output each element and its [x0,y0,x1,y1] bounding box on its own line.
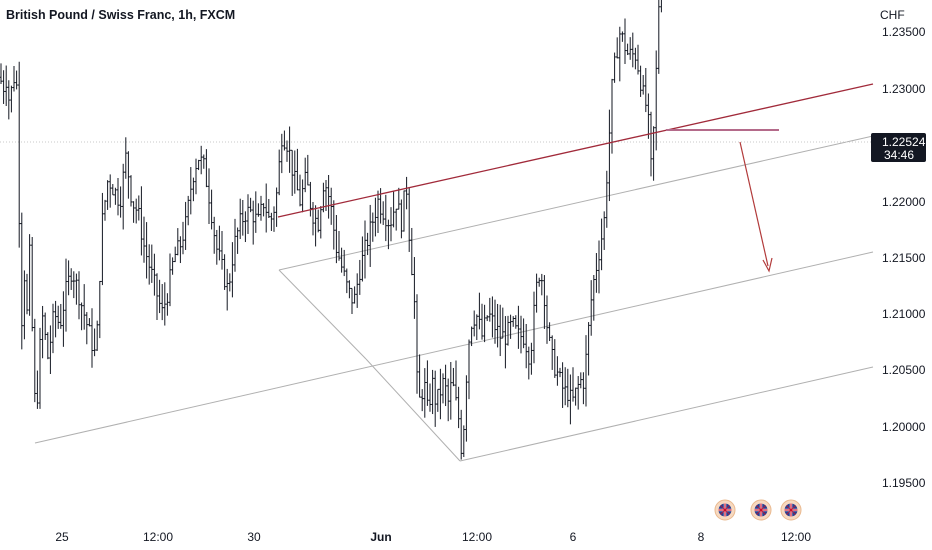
gb-flag-icon[interactable] [780,499,802,521]
time-axis[interactable]: 25 12:00 30 Jun 12:00 6 8 12:00 [55,530,811,544]
channel-line[interactable] [34,251,874,444]
y-tick-label: 1.21500 [882,251,926,265]
x-tick-label: 30 [247,530,261,544]
economic-events[interactable] [714,499,802,521]
gb-flag-icon[interactable] [750,499,772,521]
channel-line[interactable] [278,269,367,360]
x-tick-label: 12:00 [143,530,173,544]
currency-label: CHF [880,8,905,22]
resistance-line[interactable] [277,83,874,218]
channel-line[interactable] [278,135,874,271]
x-tick-label: 8 [698,530,705,544]
y-tick-label: 1.23500 [882,25,926,39]
y-tick-label: 1.19500 [882,476,926,490]
current-price-label: 1.22524 [882,135,926,149]
chart-title: British Pound / Swiss Franc, 1h, FXCM [6,8,236,22]
x-tick-label: 12:00 [462,530,492,544]
x-tick-label: 12:00 [781,530,811,544]
trend-channel[interactable] [0,135,874,462]
annotations[interactable] [277,83,874,273]
candlestick-series [0,0,662,460]
gb-flag-icon[interactable] [714,499,736,521]
x-tick-label: Jun [370,530,391,544]
y-tick-label: 1.20500 [882,363,926,377]
x-tick-label: 25 [55,530,69,544]
x-tick-label: 6 [570,530,577,544]
y-tick-label: 1.20000 [882,420,926,434]
y-tick-label: 1.23000 [882,82,926,96]
price-axis[interactable]: CHF 1.235001.230001.225001.220001.215001… [880,8,926,490]
y-tick-label: 1.21000 [882,307,926,321]
arrow-head-icon [762,257,773,273]
countdown-label: 34:46 [884,148,914,162]
current-price-marker: 1.22524 34:46 [871,133,926,162]
y-tick-label: 1.22000 [882,195,926,209]
projection-arrow[interactable] [739,141,769,267]
channel-line[interactable] [365,358,461,462]
channel-line[interactable] [459,366,874,462]
